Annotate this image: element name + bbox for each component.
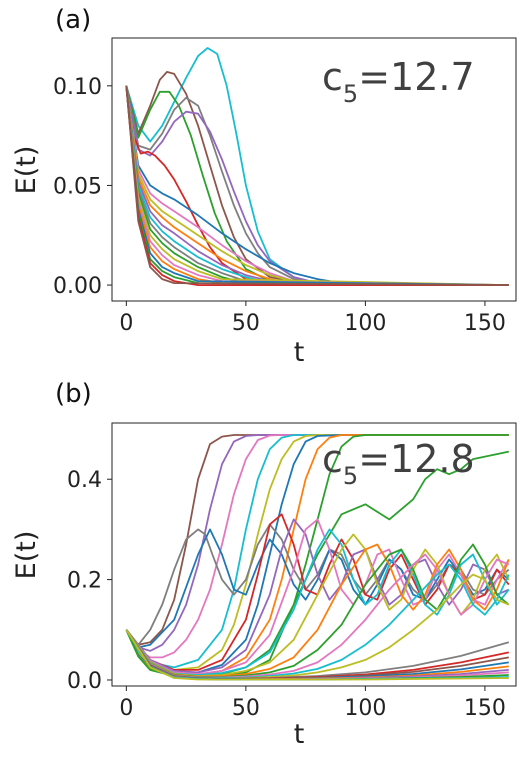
y-axis-label: E(t): [11, 531, 42, 580]
y-axis-label: E(t): [11, 146, 42, 195]
series-line-2: [125, 85, 509, 286]
x-axis-label: t: [294, 337, 305, 368]
panel-a: 0 50 100 150 0.00 0.05 0.10 t E(t) (a) c5=12.7: [11, 5, 517, 368]
series-group: [125, 434, 510, 681]
series-line-30: [125, 629, 509, 681]
panel-label: (a): [55, 5, 91, 35]
panel-b: 0 50 100 150 0.0 0.2 0.4 t E(t) (b) c5=12.8: [11, 379, 517, 750]
series-line-15: [125, 85, 509, 286]
x-tick-label: 100: [344, 696, 386, 721]
parameter-annotation: c5=12.7: [322, 55, 475, 108]
x-tick-label: 150: [464, 696, 506, 721]
series-line-9: [125, 523, 510, 646]
x-tick-label: 0: [119, 696, 133, 721]
x-tick-label: 50: [232, 311, 260, 336]
x-tick-label: 100: [344, 311, 386, 336]
y-tick-label: 0.4: [67, 468, 102, 493]
series-group: [125, 47, 509, 286]
series-line-14: [125, 85, 509, 286]
x-axis-label: t: [294, 719, 305, 750]
series-line-10: [125, 85, 509, 286]
y-tick-label: 0.2: [67, 569, 102, 594]
y-tick-label: 0.10: [53, 75, 102, 100]
series-line-4: [125, 85, 509, 286]
series-line-12: [125, 518, 510, 674]
x-tick-label: 50: [232, 696, 260, 721]
series-line-12: [125, 85, 509, 286]
x-tick-label: 0: [119, 311, 133, 336]
y-tick-label: 0.00: [53, 274, 102, 299]
axes-frame: [111, 422, 517, 687]
series-line-20: [125, 85, 509, 286]
series-line-14: [125, 528, 510, 676]
series-line-11: [125, 513, 510, 671]
panel-label: (b): [55, 379, 92, 409]
y-tick-label: 0.05: [53, 174, 102, 199]
x-tick-label: 150: [464, 311, 506, 336]
axes-frame: [111, 37, 517, 302]
parameter-annotation: c5=12.8: [322, 437, 475, 490]
y-tick-label: 0.0: [67, 669, 102, 694]
